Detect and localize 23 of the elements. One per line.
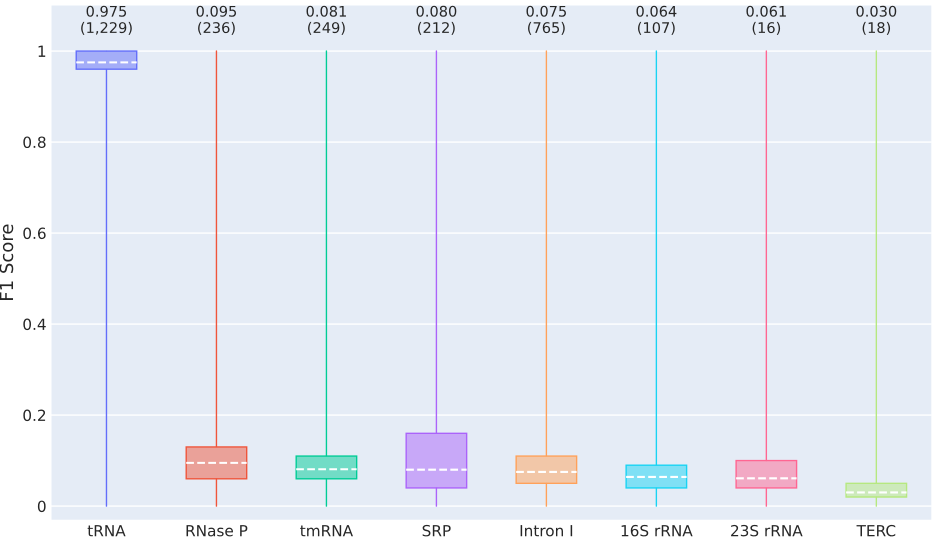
annotation: 0.975 (1,229) <box>81 6 132 35</box>
annotation: 0.064 (107) <box>636 6 676 35</box>
x-tick-label: TERC <box>856 524 896 536</box>
annotation: 0.075 (765) <box>526 6 566 35</box>
annotation: 0.081 (249) <box>306 6 346 35</box>
y-tick-label: 0.8 <box>23 136 46 148</box>
x-tick-label: 23S rRNA <box>731 524 803 536</box>
y-tick-label: 0.2 <box>23 410 46 422</box>
y-tick-label: 0.4 <box>23 318 46 330</box>
y-tick-label: 1 <box>38 46 46 57</box>
y-tick-label: 0.6 <box>23 228 46 240</box>
x-tick-label: tRNA <box>88 525 126 536</box>
x-tick-label: Intron I <box>520 525 572 536</box>
annotation: 0.095 (236) <box>196 6 236 35</box>
x-tick-label: tmRNA <box>300 525 353 536</box>
annotation: 0.080 (212) <box>416 6 456 35</box>
annotation: 0.030 (18) <box>856 6 896 35</box>
annotation: 0.061 (16) <box>746 6 786 35</box>
x-tick-label: RNase P <box>186 525 248 536</box>
x-tick-label: SRP <box>422 524 451 536</box>
y-axis-title: F1 Score <box>0 224 14 300</box>
y-tick-label: 0 <box>38 500 46 512</box>
x-tick-label: 16S rRNA <box>622 524 693 536</box>
